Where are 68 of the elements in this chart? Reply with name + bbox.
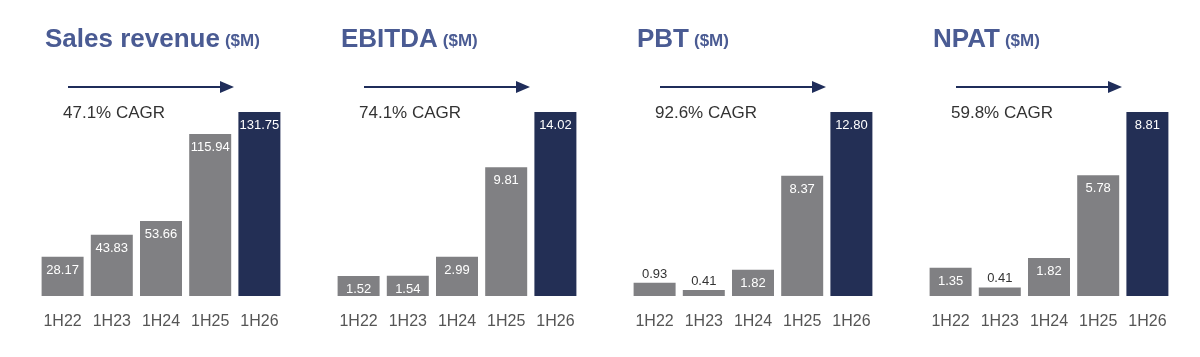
chart-title: NPAT [933,23,1001,53]
bar [238,112,281,296]
x-tick-label: 1H22 [43,311,82,329]
bar [436,256,478,296]
chart-title: EBITDA [341,23,438,53]
annotation: 59.8% CAGR [951,103,1054,122]
bar [90,234,133,296]
data-label: 1.54 [395,280,421,296]
x-tick-label: 1H26 [832,311,871,329]
data-label: 2.99 [444,261,470,277]
x-tick-label: 1H23 [684,311,724,329]
chart-title: Sales revenue [45,23,220,53]
data-label: 0.93 [641,265,668,281]
data-label: 115.94 [190,139,230,155]
annotation: 47.1% CAGR [63,103,166,122]
data-label: 1.82 [1036,262,1062,278]
annotation: 74.1% CAGR [359,103,462,122]
data-label: 53.66 [144,226,178,242]
bar [41,256,84,296]
x-tick-label: 1H26 [240,311,279,329]
bar [140,221,182,296]
x-tick-label: 1H25 [191,311,230,329]
chart-subtitle: ($M) [224,30,260,50]
data-label: 8.81 [1134,117,1161,132]
x-tick-label: 1H23 [980,311,1020,329]
bar [485,167,528,296]
data-label: 1.82 [740,274,766,290]
bar [534,112,577,296]
data-label: 43.83 [95,239,129,255]
data-label: 14.02 [539,117,572,132]
data-label: 0.41 [987,270,1013,286]
x-tick-label: 1H26 [536,311,575,329]
data-label: 12.80 [835,117,868,132]
bar [1126,112,1169,296]
x-tick-label: 1H26 [1128,311,1167,329]
data-label: 8.37 [789,180,815,196]
bar [189,134,232,296]
x-tick-label: 1H22 [931,311,970,329]
data-label: 1.35 [937,272,964,288]
x-tick-label: 1H24 [141,311,181,329]
x-tick-label: 1H22 [339,311,378,329]
bar [978,287,1021,296]
x-tick-label: 1H25 [783,311,822,329]
data-label: 1.52 [345,281,372,297]
chart-subtitle: ($M) [694,30,729,50]
data-label: 0.41 [691,273,717,289]
data-label: 28.17 [46,261,79,277]
x-tick-label: 1H25 [487,311,526,329]
data-label: 131.75 [239,117,280,132]
x-tick-label: 1H23 [388,311,428,329]
chart-subtitle: ($M) [442,30,478,50]
x-tick-label: 1H23 [92,311,132,329]
bar [633,282,676,296]
annotation: 92.6% CAGR [655,103,758,122]
chart-subtitle: ($M) [1004,30,1040,50]
bar [781,175,824,296]
x-tick-label: 1H24 [733,311,773,329]
bar [830,112,873,296]
bar [1077,175,1120,296]
x-tick-label: 1H24 [437,311,477,329]
data-label: 5.78 [1085,180,1111,196]
chart-title: PBT [637,23,690,53]
data-label: 9.81 [493,172,519,188]
bar [682,290,725,296]
x-tick-label: 1H22 [635,311,674,329]
x-tick-label: 1H24 [1029,311,1069,329]
bar [1028,257,1070,296]
x-tick-label: 1H25 [1079,311,1118,329]
